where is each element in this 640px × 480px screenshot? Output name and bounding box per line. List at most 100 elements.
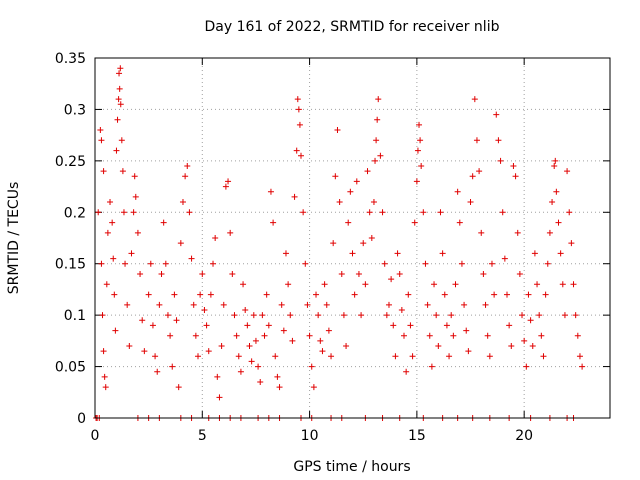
data-point — [411, 219, 418, 226]
data-point — [338, 271, 345, 277]
data-point — [115, 96, 122, 103]
data-point — [553, 188, 560, 195]
data-point — [418, 163, 425, 169]
data-point — [424, 301, 431, 308]
data-point — [396, 271, 403, 277]
data-point — [377, 152, 384, 159]
data-point — [182, 173, 189, 180]
data-point — [420, 209, 427, 216]
data-point — [321, 281, 328, 288]
data-point — [291, 193, 298, 200]
data-point — [514, 229, 521, 236]
data-point — [362, 281, 369, 288]
data-point — [544, 260, 551, 267]
data-point — [343, 343, 350, 349]
data-point — [313, 291, 320, 298]
x-tick-label: 10 — [301, 428, 319, 444]
data-point — [109, 219, 116, 226]
data-point — [441, 291, 448, 298]
data-point — [555, 219, 562, 226]
data-point — [467, 199, 474, 205]
data-point — [523, 363, 530, 370]
data-point — [385, 301, 392, 308]
data-point — [175, 384, 182, 391]
data-point — [416, 121, 423, 128]
data-point — [167, 332, 174, 339]
data-point — [401, 332, 407, 339]
data-point — [525, 291, 532, 298]
data-point — [285, 281, 292, 288]
data-point — [141, 348, 148, 355]
data-point — [542, 291, 549, 298]
data-point — [437, 209, 444, 216]
data-point — [156, 301, 163, 308]
data-point — [306, 332, 313, 339]
data-point — [319, 348, 326, 355]
data-point — [446, 353, 453, 360]
data-point — [149, 322, 156, 329]
data-point — [552, 157, 559, 164]
data-point — [557, 250, 564, 257]
data-point — [233, 332, 240, 339]
data-point — [323, 301, 330, 308]
data-point — [345, 219, 352, 226]
data-point — [422, 260, 429, 267]
data-point — [473, 137, 480, 144]
data-point — [103, 281, 110, 288]
data-point — [403, 368, 410, 375]
x-tick-label: 20 — [515, 428, 533, 444]
data-point — [328, 353, 335, 360]
data-point — [278, 301, 285, 308]
data-point — [132, 193, 139, 200]
data-point — [405, 291, 412, 298]
data-point — [227, 229, 234, 236]
tick-labels: 0 0.05 0.1 0.15 0.2 0.25 0.3 0.35 0 5 10 15 20 — [55, 51, 533, 444]
data-point — [237, 368, 244, 375]
data-point — [574, 332, 581, 339]
data-point — [235, 353, 242, 360]
data-point — [134, 229, 141, 236]
data-point — [360, 240, 367, 247]
data-point — [280, 327, 287, 334]
x-axis-label: GPS time / hours — [293, 459, 410, 475]
data-point — [111, 291, 118, 298]
x-tick-label: 5 — [198, 428, 207, 444]
data-point — [252, 337, 259, 344]
data-point — [295, 106, 302, 113]
data-point — [255, 363, 262, 370]
data-point — [102, 384, 109, 391]
data-point — [349, 250, 356, 257]
data-point — [392, 353, 399, 360]
data-point — [516, 271, 523, 277]
data-point — [259, 312, 266, 319]
data-point — [192, 332, 199, 339]
data-point — [351, 291, 358, 298]
data-point — [99, 312, 106, 319]
data-point — [177, 240, 184, 247]
data-point — [534, 281, 541, 288]
data-point — [332, 173, 339, 180]
data-point — [289, 337, 296, 344]
data-point — [218, 343, 225, 349]
y-tick-label: 0.3 — [64, 102, 86, 118]
data-point — [409, 353, 416, 360]
data-point — [372, 157, 379, 164]
data-point — [390, 322, 397, 329]
data-point — [484, 332, 491, 339]
data-point — [207, 291, 214, 298]
data-point — [244, 322, 251, 329]
data-point — [476, 168, 483, 175]
data-point — [488, 260, 495, 267]
data-point — [482, 301, 489, 308]
data-point — [463, 327, 470, 334]
data-points — [93, 65, 586, 421]
data-point — [162, 260, 169, 267]
data-point — [267, 188, 274, 195]
data-point — [293, 147, 300, 154]
data-point — [195, 353, 201, 360]
data-point — [205, 348, 212, 355]
data-point — [439, 250, 446, 257]
grid — [95, 58, 610, 418]
data-point — [190, 301, 197, 308]
